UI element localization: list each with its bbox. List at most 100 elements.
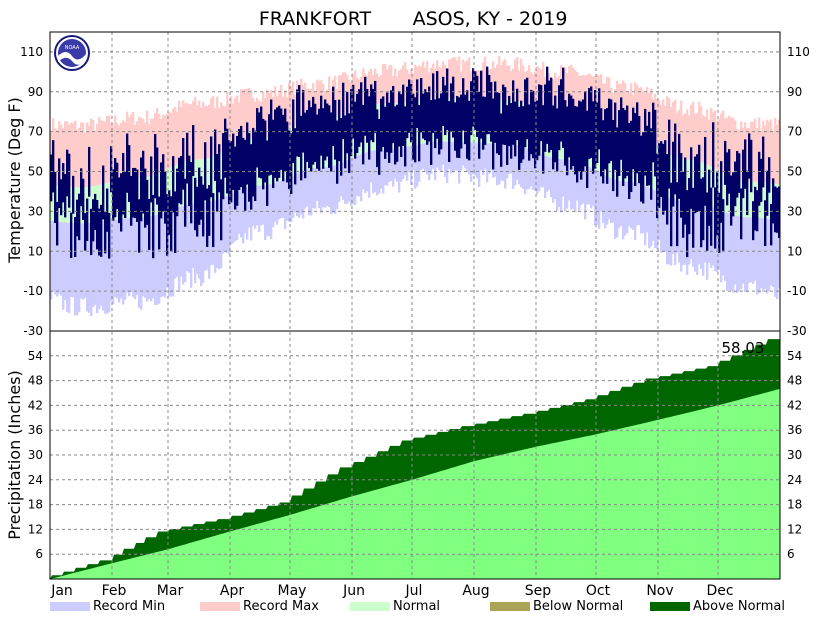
observed-temp-bar [288,130,291,190]
record-min-bar [214,200,217,273]
record-max-bar [664,105,667,152]
record-max-bar [206,105,209,159]
record-max-bar [90,118,93,187]
observed-temp-bar [200,176,203,220]
record-max-bar [646,87,649,141]
observed-temp-bar [556,108,559,172]
record-max-bar [430,67,433,99]
normal-range-bar [710,166,713,207]
record-max-bar [96,124,99,186]
temp-tick-label-right: 50 [787,165,802,179]
observed-temp-bar [684,157,687,225]
normal-range-bar [174,165,177,209]
record-min-bar [758,217,761,294]
record-max-bar [456,61,459,99]
record-min-bar [526,148,529,190]
record-max-bar [54,128,57,186]
observed-temp-bar [596,102,599,163]
record-min-bar [266,184,269,236]
legend-swatch [200,602,240,611]
observed-temp-bar [354,101,357,159]
record-max-bar [752,121,755,182]
record-min-bar [384,149,387,186]
record-max-bar [362,68,365,108]
record-max-bar [756,127,759,182]
normal-range-bar [88,186,91,224]
month-tick-label: Sep [525,583,552,599]
observed-temp-bar [662,143,665,215]
record-min-bar [638,183,641,225]
normal-range-bar [206,158,209,203]
normal-range-bar [50,184,53,221]
precipitation-total-label: 58.03 [722,339,765,357]
record-min-bar [58,221,61,294]
observed-temp-bar [770,203,773,246]
normal-range-bar [108,182,111,221]
legend-label: Record Min [93,599,165,614]
observed-temp-bar [74,217,77,258]
record-max-bar [150,118,153,176]
observed-temp-bar [370,84,373,141]
precip-tick-label-left: 24 [28,473,43,487]
observed-temp-bar [776,187,779,233]
record-min-bar [458,141,461,184]
record-min-bar [198,203,201,279]
record-max-bar [242,89,245,142]
observed-temp-bar [648,111,651,186]
normal-range-bar [98,185,101,222]
observed-temp-bar [550,77,553,150]
record-min-bar [262,185,265,225]
grid-lines [50,32,780,579]
legend: Record Min Record Max Normal Below Normal Ab… [50,599,785,614]
observed-temp-bar [276,107,279,182]
record-min-bar [264,185,267,241]
observed-temp-bar [676,182,679,247]
observed-temp-bar [434,99,437,149]
observed-temp-bar [140,157,143,222]
record-max-bar [600,74,603,126]
record-min-bar [260,185,263,226]
observed-temp-bar [118,177,121,224]
observed-temp-bar [164,170,167,224]
record-min-bar [110,220,113,302]
observed-temp-bar [624,110,627,179]
record-max-bar [528,65,531,104]
observed-temp-bar [366,88,369,143]
normal-range-bar [752,181,755,218]
observed-temp-bar [628,123,631,200]
record-max-bar [616,80,619,133]
observed-temp-bar [242,137,245,194]
observed-temp-bar [586,110,589,189]
record-max-bar [118,125,121,181]
observed-temp-bar [622,107,625,186]
record-min-bar [298,172,301,218]
temp-tick-label-left: 10 [28,244,43,258]
record-max-bar [532,74,535,106]
observed-temp-bar [326,103,329,157]
record-min-bar [462,142,465,166]
observed-temp-bar [480,70,483,139]
observed-temp-bar [172,156,175,213]
observed-temp-bar [158,196,161,250]
record-max-bar [156,108,159,174]
observed-temp-bar [392,86,395,144]
record-min-bar [316,167,319,201]
record-min-bar [748,217,751,283]
observed-temp-bar [256,108,259,168]
record-min-bar [388,149,391,182]
record-max-bar [116,122,119,181]
observed-temp-bar [440,93,443,150]
observed-temp-bar [240,125,243,188]
observed-temp-bar [362,104,365,165]
record-min-bar [432,142,435,169]
record-max-bar [518,70,521,102]
observed-temp-bar [176,168,179,217]
record-max-bar [390,64,393,104]
record-min-bar [284,178,287,230]
observed-temp-bar [182,138,185,190]
record-min-bar [588,166,591,205]
observed-temp-bar [80,168,83,207]
record-min-bar [582,163,585,204]
record-min-bar [150,216,153,302]
record-min-bar [372,150,375,194]
